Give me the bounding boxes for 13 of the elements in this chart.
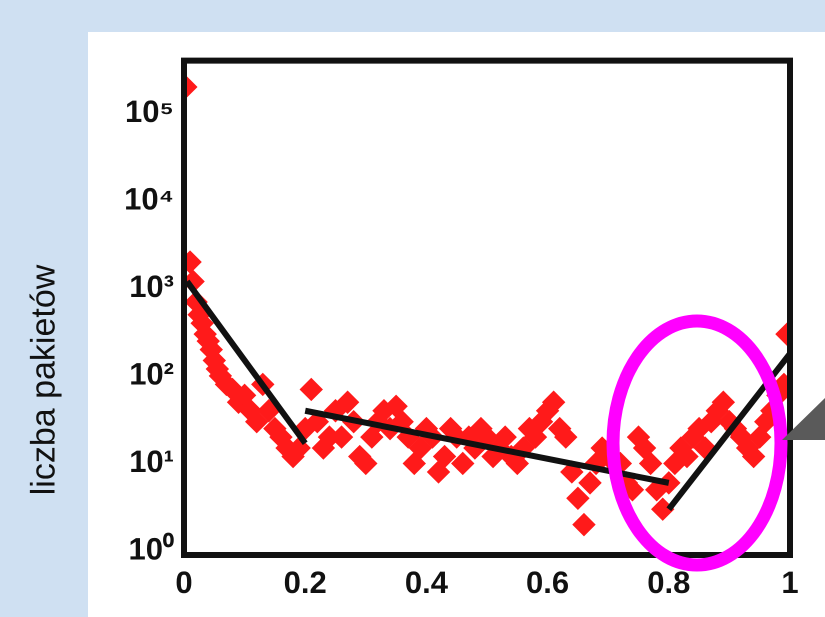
x-tick-label: 0.2: [284, 565, 327, 600]
y-tick-label: 10⁴: [124, 181, 174, 216]
x-tick-label: 0.6: [526, 565, 570, 600]
y-tick-label: 10¹: [129, 444, 174, 480]
y-tick-label: 10²: [129, 356, 174, 392]
y-axis-title: liczba pakietów: [24, 264, 64, 496]
x-tick-label: 0.4: [404, 565, 449, 600]
y-tick-label: 10⁰: [128, 532, 174, 567]
x-tick-label: 0.8: [647, 565, 690, 600]
x-tick-label: 0: [175, 565, 193, 600]
x-tick-label: 1: [781, 565, 799, 600]
y-tick-label: 10⁵: [124, 94, 174, 129]
y-tick-label: 10³: [129, 268, 174, 304]
